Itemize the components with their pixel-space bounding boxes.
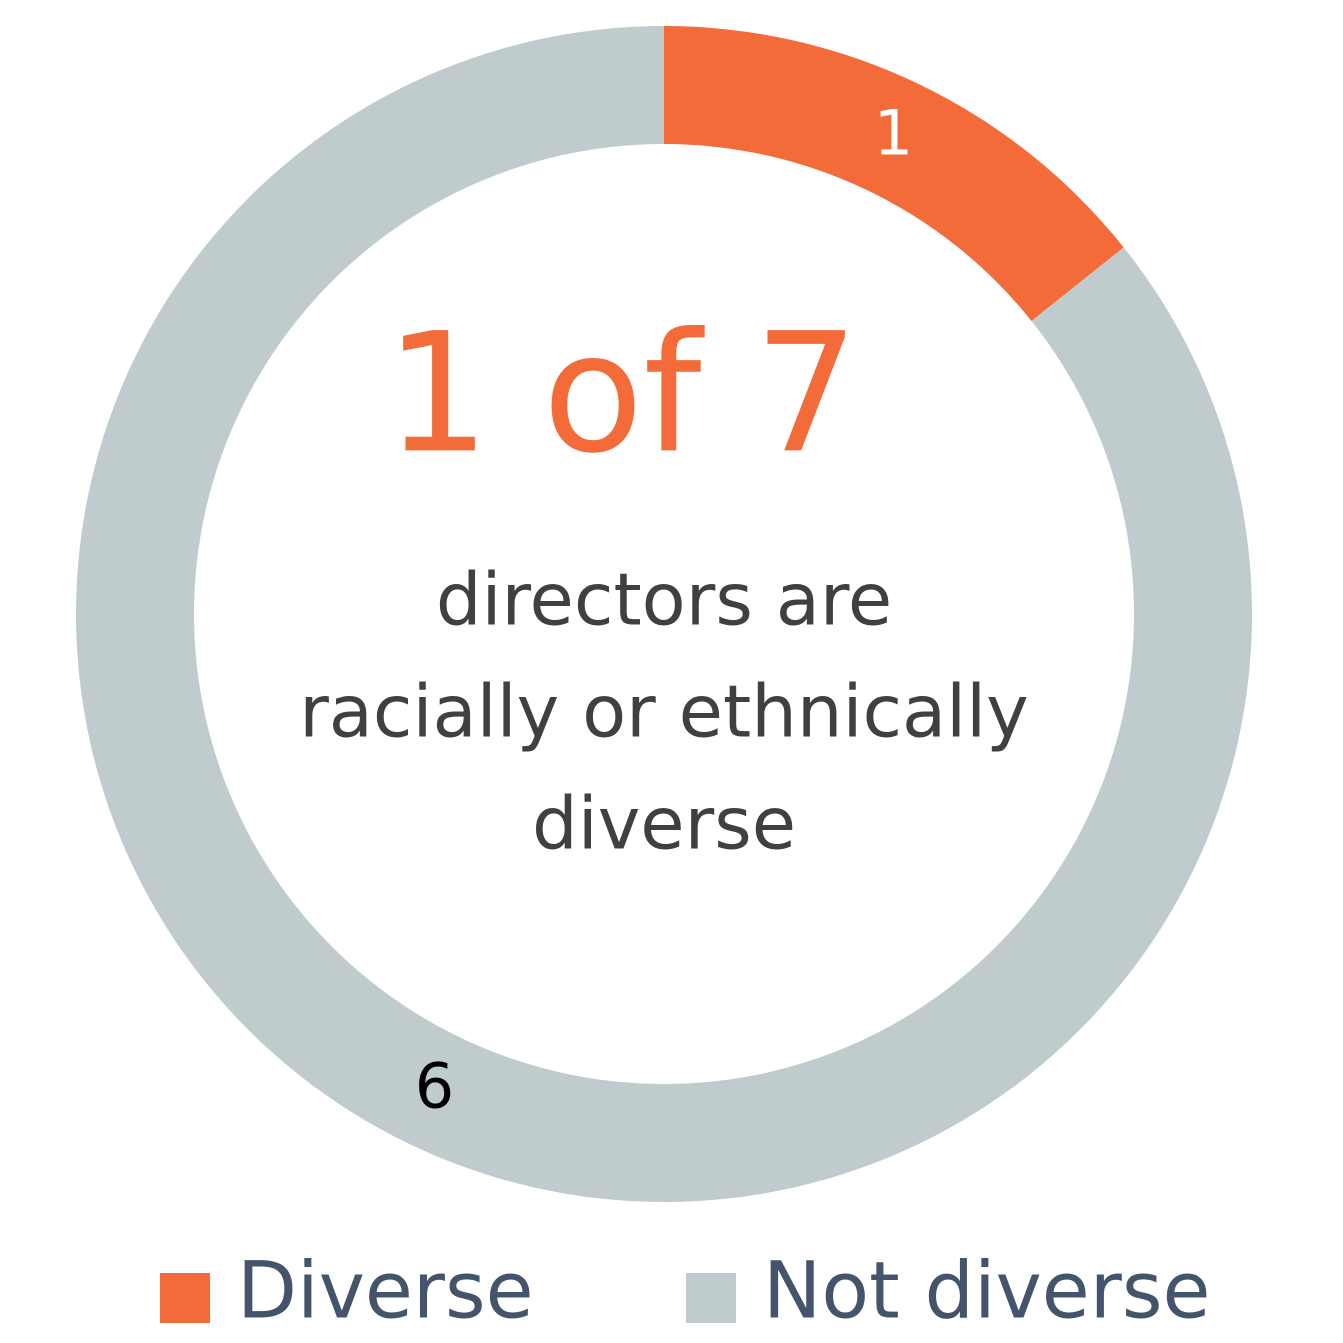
data-label: 6 — [415, 1050, 454, 1123]
legend-label: Not diverse — [763, 1246, 1210, 1336]
data-label: 1 — [874, 96, 913, 169]
donut-slice — [664, 26, 1124, 321]
center-text: racially or ethnically — [299, 670, 1029, 754]
center-text: diverse — [532, 782, 796, 866]
center-text: directors are — [436, 558, 892, 642]
legend-swatch — [160, 1273, 210, 1323]
center-title: 1 of 7 — [385, 297, 859, 489]
legend-label: Diverse — [237, 1246, 534, 1336]
legend-swatch — [686, 1273, 736, 1323]
